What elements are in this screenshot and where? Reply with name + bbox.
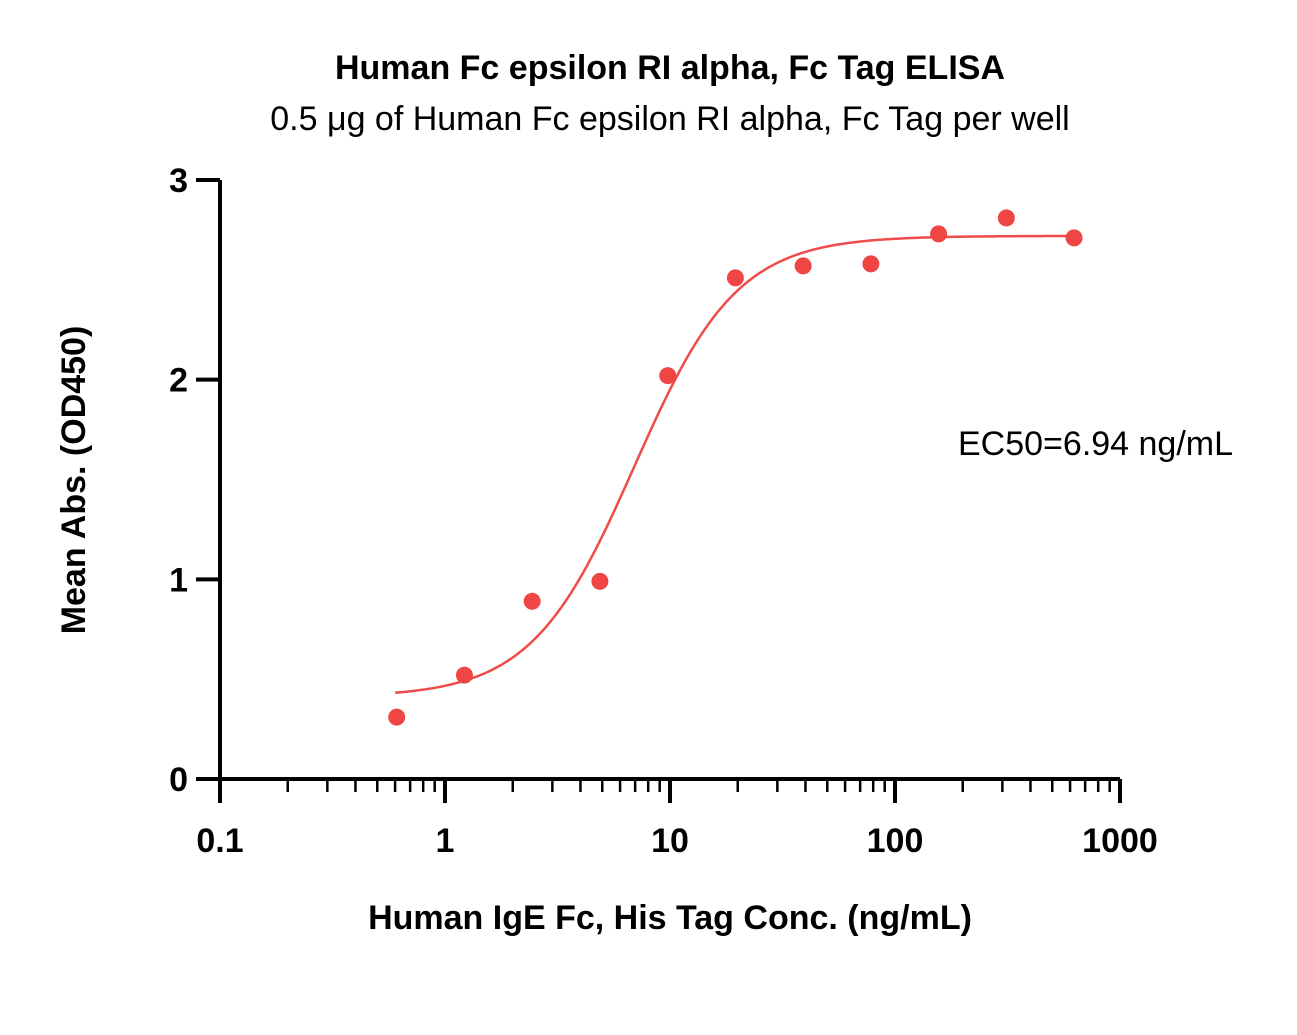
x-axis-label: Human IgE Fc, His Tag Conc. (ng/mL): [368, 899, 972, 937]
x-tick-label: 1: [436, 822, 455, 860]
chart-title: Human Fc epsilon RI alpha, Fc Tag ELISA: [335, 49, 1005, 87]
ticks: 0.1 1 10 100 1000 0 1 2 3: [169, 162, 1158, 860]
data-point: [388, 708, 406, 726]
data-point: [455, 666, 473, 684]
data-point: [1065, 229, 1083, 247]
x-tick-label: 0.1: [196, 822, 243, 860]
ec50-annotation: EC50=6.94 ng/mL: [958, 425, 1233, 463]
chart-subtitle: 0.5 μg of Human Fc epsilon RI alpha, Fc …: [270, 100, 1069, 138]
y-tick-label: 3: [169, 162, 188, 200]
data-point: [862, 255, 880, 273]
axes: [218, 180, 1120, 781]
data-point: [523, 592, 541, 610]
y-tick-label: 2: [169, 362, 188, 400]
x-tick-label: 1000: [1082, 822, 1158, 860]
x-tick-label: 10: [651, 822, 689, 860]
data-point: [930, 225, 948, 243]
x-tick-label: 100: [867, 822, 924, 860]
y-tick-label: 0: [169, 761, 188, 799]
data-point: [591, 572, 609, 590]
y-axis-label: Mean Abs. (OD450): [55, 326, 93, 635]
fit-curve: [394, 234, 1075, 695]
y-tick-label: 1: [169, 561, 188, 599]
data-point: [997, 209, 1015, 227]
data-point: [794, 257, 812, 275]
data-points: [388, 209, 1083, 726]
data-point: [726, 269, 744, 287]
data-point: [659, 367, 677, 385]
